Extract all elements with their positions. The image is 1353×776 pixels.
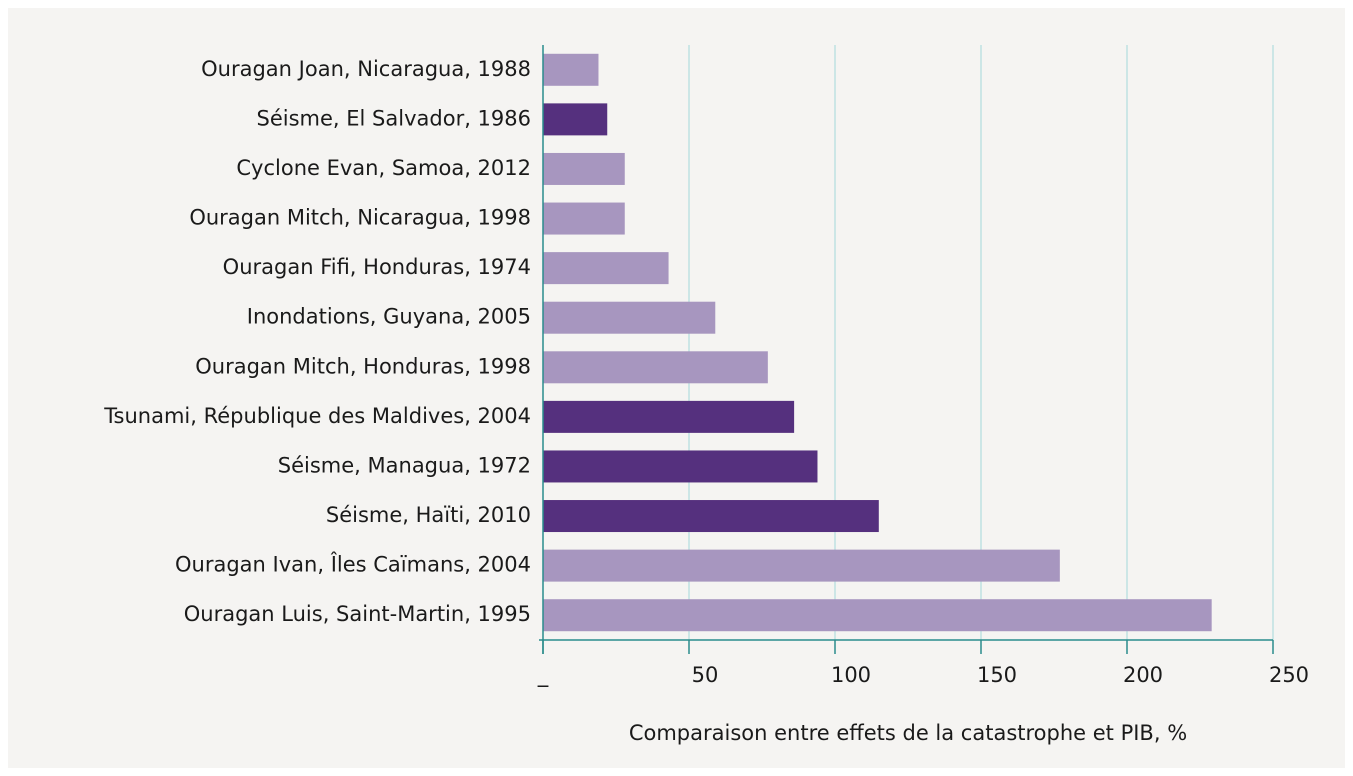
x-tick-label: _ [537, 663, 549, 688]
bar [543, 351, 768, 384]
x-tick-label: 100 [831, 663, 871, 687]
y-tick-label: Ouragan Joan, Nicaragua, 1988 [201, 57, 531, 81]
y-tick-label: Séisme, Haïti, 2010 [326, 503, 531, 527]
bar [543, 152, 625, 185]
x-tick-label: 250 [1269, 663, 1309, 687]
x-axis-label: Comparaison entre effets de la catastrop… [629, 721, 1187, 745]
y-tick-label: Séisme, Managua, 1972 [278, 453, 531, 477]
bar [543, 500, 879, 533]
bar [543, 103, 608, 136]
background [8, 8, 1345, 768]
y-tick-label: Ouragan Ivan, Îles Caïmans, 2004 [175, 552, 531, 577]
y-tick-label: Cyclone Evan, Samoa, 2012 [236, 156, 531, 180]
y-tick-label: Ouragan Mitch, Honduras, 1998 [195, 354, 531, 378]
bar [543, 549, 1060, 582]
y-tick-label: Ouragan Fifi, Honduras, 1974 [223, 255, 531, 279]
bar [543, 301, 716, 334]
y-tick-label: Tsunami, République des Maldives, 2004 [103, 404, 531, 428]
bar [543, 202, 625, 235]
x-tick-label: 150 [977, 663, 1017, 687]
bar [543, 400, 795, 433]
x-tick-label: 200 [1123, 663, 1163, 687]
bar [543, 252, 669, 285]
x-tick-label: 50 [692, 663, 719, 687]
y-tick-label: Séisme, El Salvador, 1986 [257, 106, 531, 130]
bar [543, 599, 1212, 632]
bar [543, 450, 818, 483]
y-tick-label: Ouragan Mitch, Nicaragua, 1998 [189, 206, 531, 230]
bar [543, 53, 599, 86]
y-tick-label: Ouragan Luis, Saint-Martin, 1995 [184, 602, 531, 626]
y-tick-label: Inondations, Guyana, 2005 [247, 305, 531, 329]
